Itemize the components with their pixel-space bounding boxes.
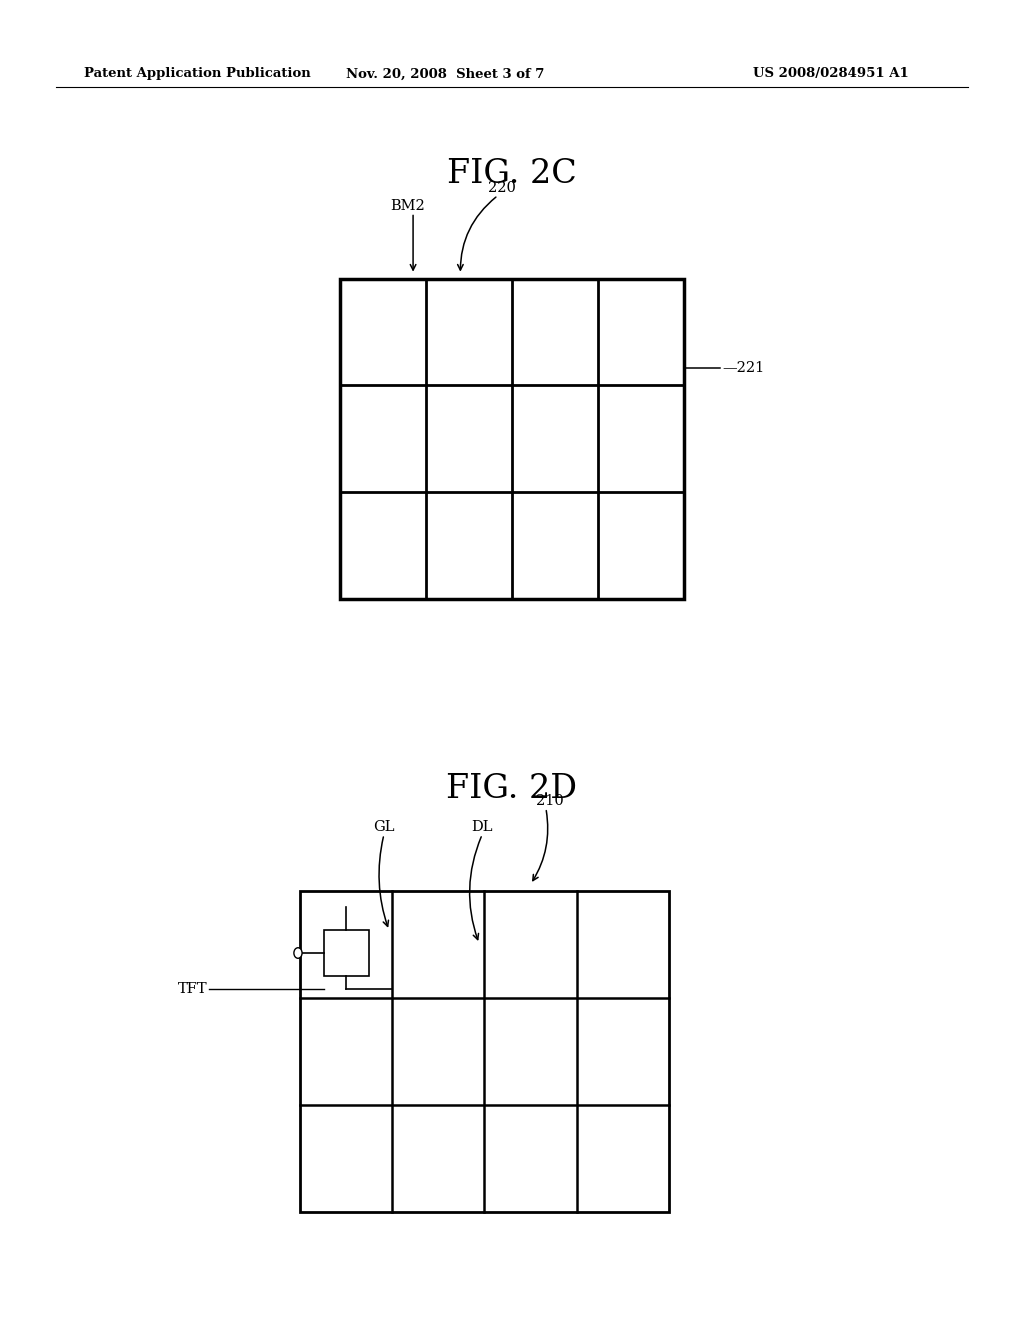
Bar: [340, 279, 684, 599]
Text: TFT: TFT: [178, 982, 208, 995]
Text: FIG. 2D: FIG. 2D: [446, 774, 578, 805]
Bar: [324, 931, 369, 975]
Text: DL: DL: [472, 820, 493, 834]
Text: GL: GL: [374, 820, 394, 834]
Text: 210: 210: [536, 793, 563, 808]
Bar: [300, 891, 669, 1212]
Text: BM2: BM2: [390, 198, 425, 213]
Text: FIG. 2C: FIG. 2C: [447, 158, 577, 190]
Text: Patent Application Publication: Patent Application Publication: [84, 67, 310, 81]
Text: Nov. 20, 2008  Sheet 3 of 7: Nov. 20, 2008 Sheet 3 of 7: [346, 67, 545, 81]
Circle shape: [294, 948, 302, 958]
Text: US 2008/0284951 A1: US 2008/0284951 A1: [753, 67, 908, 81]
Text: —221: —221: [722, 362, 764, 375]
Text: 220: 220: [487, 181, 516, 195]
